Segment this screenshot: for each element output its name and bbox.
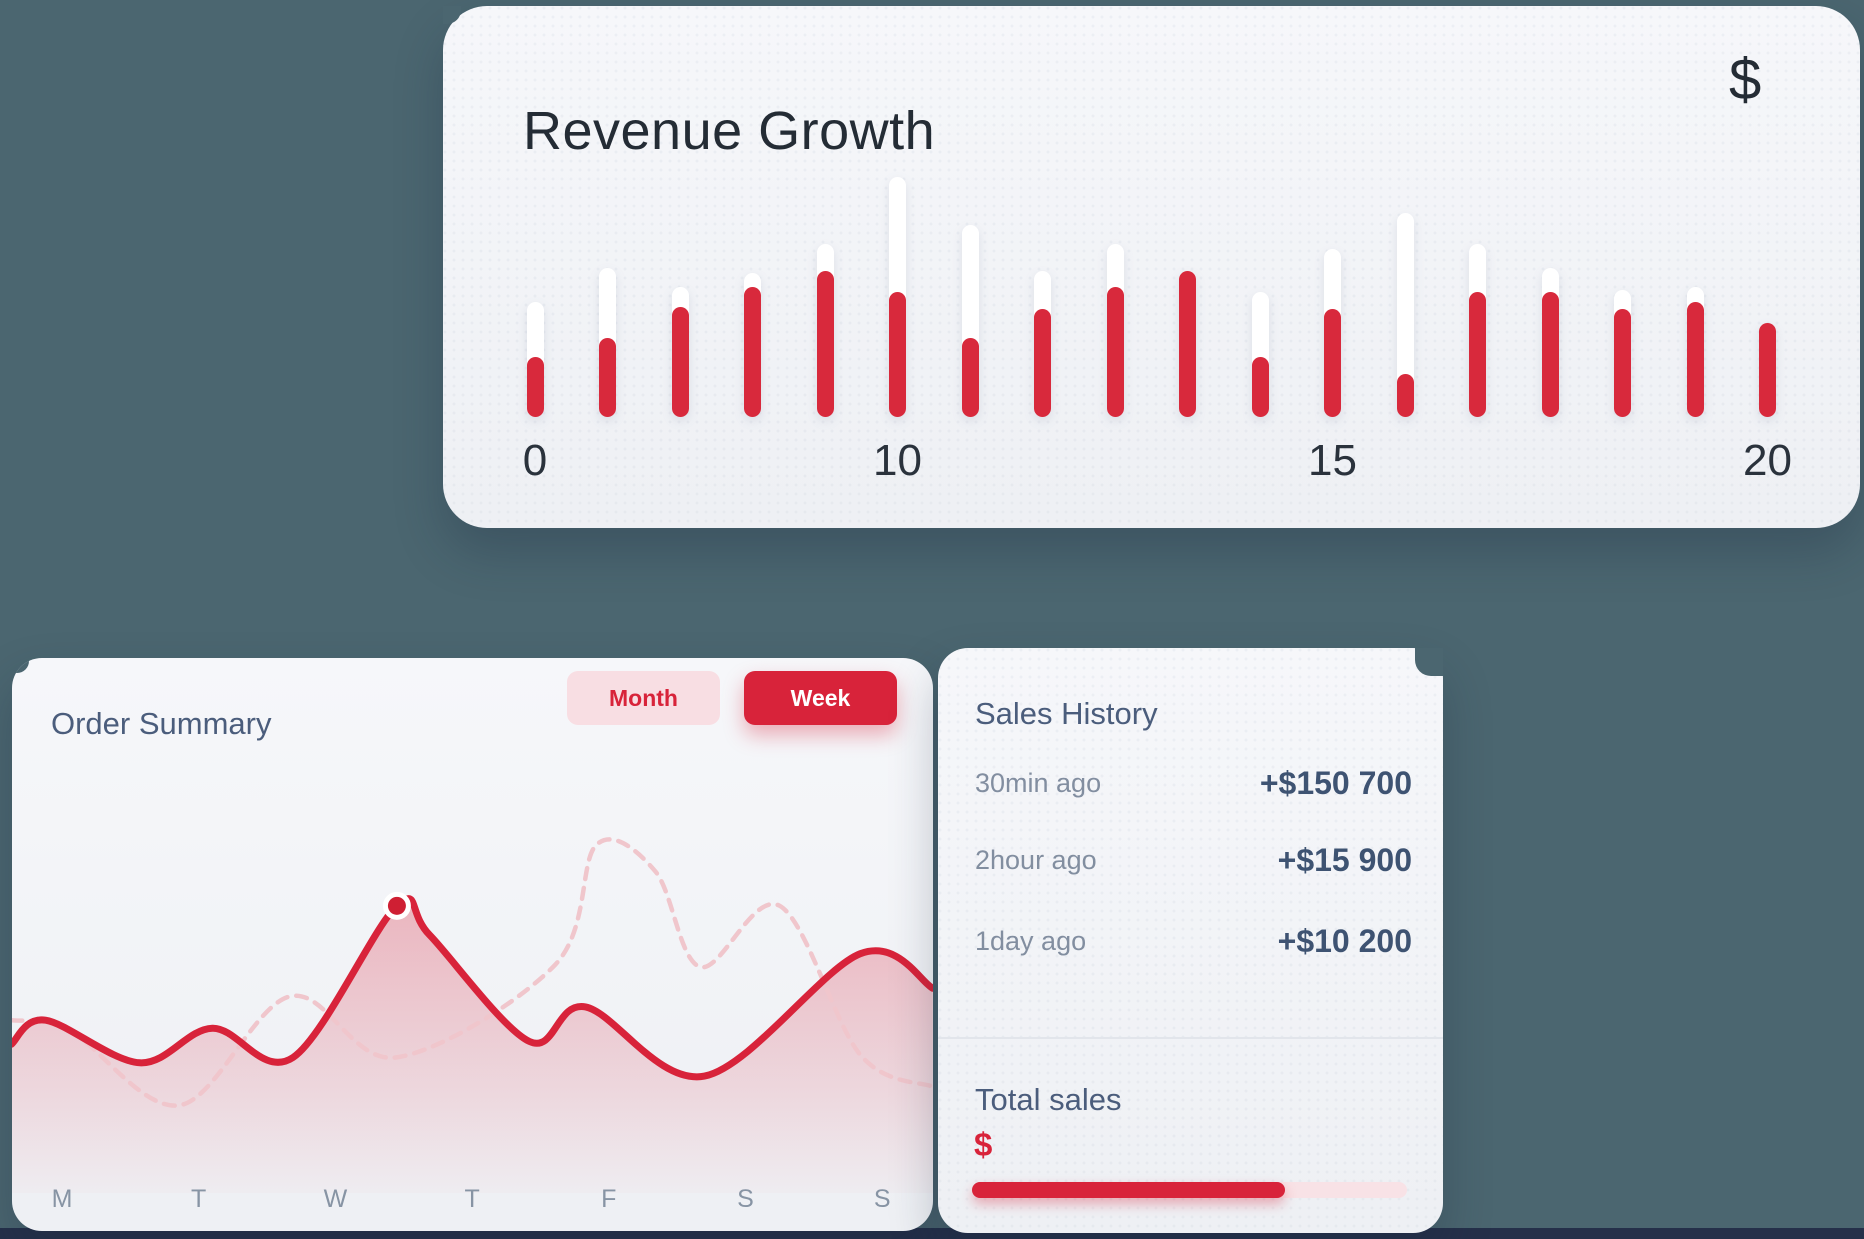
sale-amount-value: +$15 900 <box>1277 842 1412 878</box>
sales-history-row: 1day ago +$10 200 <box>975 923 1412 960</box>
month-dashed-line <box>12 837 933 1108</box>
bar-actual-value <box>599 337 616 417</box>
sale-time-label: 2hour ago <box>975 845 1097 875</box>
bar-actual-value <box>1686 301 1704 417</box>
corner-notch <box>12 658 29 673</box>
bar-actual-value <box>1034 309 1051 417</box>
order-card-title: Order Summary <box>51 705 272 741</box>
revenue-bar <box>1614 289 1631 417</box>
x-axis-tick-label: 0 <box>522 436 548 485</box>
revenue-bar <box>744 273 761 417</box>
bar-actual-value <box>889 292 906 417</box>
week-toggle-button[interactable]: Week <box>744 671 897 725</box>
section-divider <box>938 1037 1443 1039</box>
bar-actual-value <box>1106 287 1124 417</box>
week-solid-line <box>12 895 933 1081</box>
peak-marker-dot <box>387 896 406 915</box>
revenue-bar <box>961 225 979 417</box>
bar-actual-value <box>1324 309 1341 417</box>
bar-actual-value <box>1541 292 1559 417</box>
x-axis-tick-label: 20 <box>1743 436 1792 485</box>
bar-actual-value <box>1179 270 1196 417</box>
revenue-growth-card: Revenue Growth $ 0 10 15 20 <box>443 6 1860 528</box>
revenue-card-title: Revenue Growth <box>523 101 936 162</box>
corner-notch <box>1415 648 1443 676</box>
revenue-bar <box>526 301 544 417</box>
currency-icon: $ <box>1729 47 1762 112</box>
month-toggle-button[interactable]: Month <box>567 671 720 725</box>
bar-actual-value <box>1614 309 1631 417</box>
bar-actual-value <box>961 337 979 417</box>
weekday-label: M <box>51 1185 73 1213</box>
sales-history-row: 30min ago +$150 700 <box>975 765 1412 802</box>
revenue-bar-chart: 0 10 15 20 <box>443 6 1860 528</box>
revenue-bar <box>1251 292 1269 417</box>
sales-history-title: Sales History <box>975 695 1158 731</box>
sale-time-label: 30min ago <box>975 768 1102 798</box>
bar-actual-value <box>1759 323 1776 417</box>
revenue-bar <box>1179 270 1196 417</box>
bar-actual-value <box>671 306 689 417</box>
bar-total-track <box>1396 213 1414 417</box>
total-sales-title: Total sales <box>975 1081 1122 1117</box>
x-axis-tick-label: 10 <box>873 436 922 485</box>
revenue-bar <box>1469 244 1486 417</box>
bar-actual-value <box>816 270 834 417</box>
weekday-label: S <box>737 1185 754 1213</box>
revenue-bar <box>889 177 906 417</box>
bar-actual-value <box>1251 357 1269 417</box>
revenue-bar <box>1541 268 1559 417</box>
revenue-bar <box>1324 249 1341 417</box>
revenue-bar <box>599 268 616 417</box>
revenue-bar <box>1396 213 1414 417</box>
total-sales-progress-track <box>972 1182 1407 1198</box>
weekday-label: S <box>873 1185 891 1213</box>
revenue-bar <box>1686 287 1704 417</box>
weekday-label: W <box>323 1185 348 1213</box>
order-line-chart <box>12 837 933 1193</box>
x-axis-tick-label: 15 <box>1308 436 1357 485</box>
weekday-label: F <box>601 1185 617 1213</box>
sales-history-row: 2hour ago +$15 900 <box>975 842 1412 879</box>
revenue-bar <box>816 244 834 417</box>
week-area-fill <box>12 898 933 1193</box>
revenue-bar <box>1759 323 1776 417</box>
bar-actual-value <box>1469 292 1486 417</box>
revenue-bar <box>671 287 689 417</box>
bar-actual-value <box>744 287 761 417</box>
sales-history-card: Sales History 30min ago +$150 700 2hour … <box>938 648 1443 1233</box>
total-currency-icon: $ <box>974 1126 993 1163</box>
total-sales-progress-fill <box>972 1182 1286 1198</box>
sale-amount-value: +$10 200 <box>1277 923 1412 959</box>
bar-actual-value <box>526 357 544 417</box>
revenue-bar <box>1106 244 1124 417</box>
bar-actual-value <box>1396 373 1414 417</box>
corner-notch <box>443 6 461 24</box>
weekday-label: T <box>191 1185 207 1213</box>
bottom-navy-strip <box>0 1228 1864 1239</box>
weekday-label: T <box>464 1185 480 1213</box>
sale-time-label: 1day ago <box>975 926 1087 956</box>
sale-amount-value: +$150 700 <box>1259 765 1412 801</box>
revenue-bar <box>1034 270 1051 417</box>
order-summary-card: M T W T F S S Order Summary Month Week <box>12 658 933 1231</box>
